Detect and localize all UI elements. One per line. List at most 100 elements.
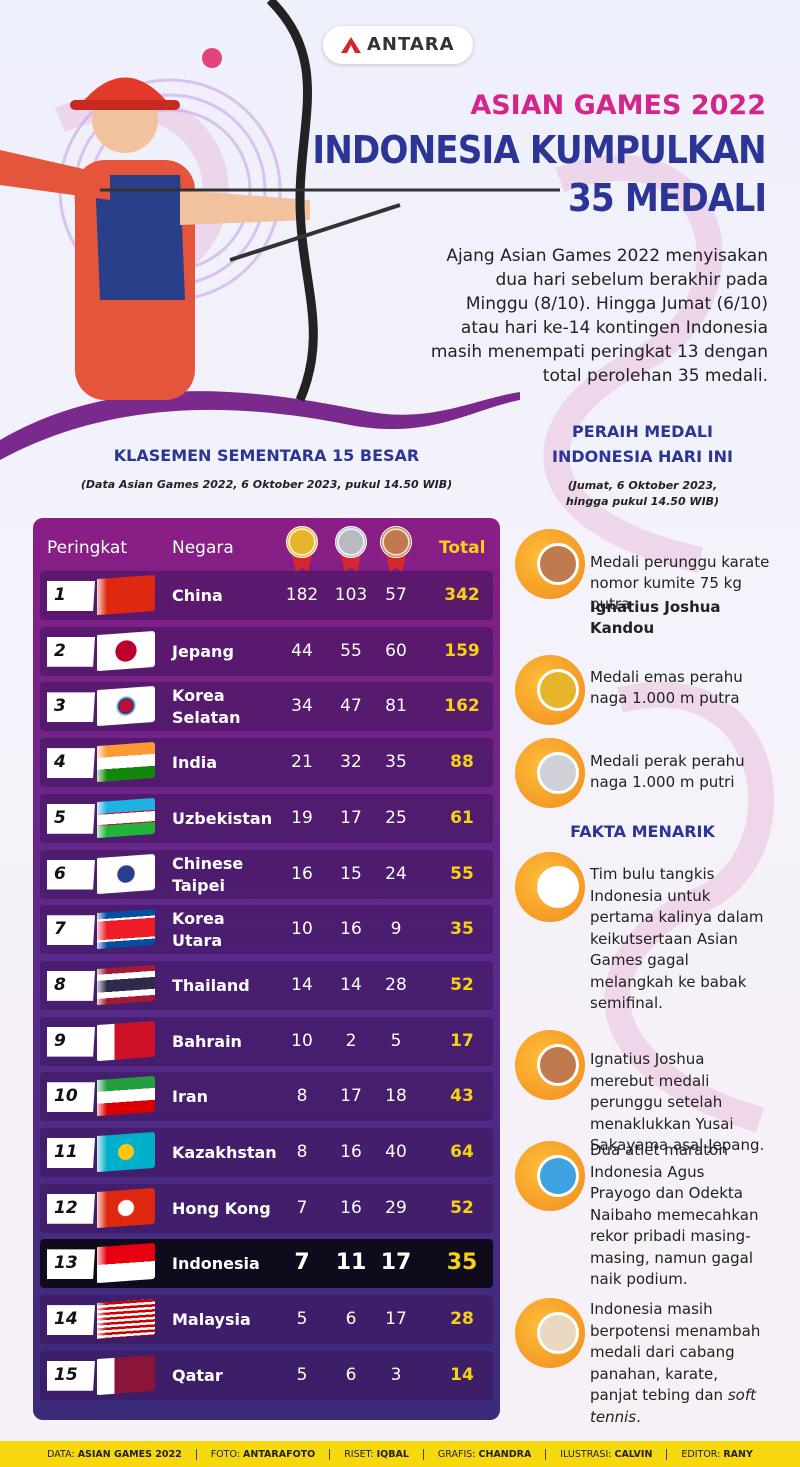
flag [97, 630, 155, 671]
country: Qatar [172, 1365, 223, 1385]
credit: GRAFIS: CHANDRA [422, 1448, 545, 1460]
table-panel: Peringkat Negara Total 1 China 182 103 57 342 2 Je… [33, 518, 500, 1420]
medal-count: 32 [340, 752, 362, 773]
medal-item: Medali emas perahu naga 1.000 m putra [590, 668, 743, 707]
country: Hong Kong [172, 1198, 271, 1218]
icon-accent [537, 1155, 579, 1197]
logo-text: ANTARA [367, 34, 455, 55]
flag-edge [97, 1246, 107, 1284]
rank: 4 [54, 752, 66, 773]
headline: 35 MEDALI [567, 176, 767, 220]
medal-count: 103 [334, 585, 368, 605]
flag [97, 909, 155, 950]
flag-edge [97, 856, 107, 894]
rank: 7 [54, 919, 66, 940]
country: Jepang [172, 641, 234, 661]
table-row: 7 Korea Utara 10 16 9 35 [40, 905, 493, 955]
total: 342 [444, 585, 480, 605]
rank-box [47, 859, 95, 890]
athlete: Ignatius Joshua Kandou [590, 598, 721, 637]
medal-count: 17 [380, 1250, 412, 1276]
credit-label: DATA: [47, 1448, 75, 1460]
column-header: Negara [172, 538, 234, 558]
medal-count: 17 [340, 807, 362, 828]
country: Taipei [172, 875, 225, 895]
table-row: 15 Qatar 5 6 3 14 [40, 1350, 493, 1400]
medal-count: 25 [385, 807, 407, 828]
fact: Tim bulu tangkis Indonesia untuk pertama… [590, 864, 770, 1015]
table-row: 1 China 182 103 57 342 [40, 571, 493, 620]
medal-count: 24 [385, 863, 407, 884]
credit-value: RANY [723, 1448, 753, 1460]
medal-count: 15 [340, 863, 362, 884]
flag [97, 686, 155, 727]
country: Chinese [172, 853, 244, 873]
country: Malaysia [172, 1310, 251, 1330]
medal-count: 2 [345, 1030, 357, 1051]
medal-count: 10 [291, 919, 313, 940]
credit: ILUSTRASI: CALVIN [545, 1448, 666, 1460]
footer-bar: DATA: ASIAN GAMES 2022 FOTO: ANTARAFOTO RI… [0, 1441, 800, 1467]
fact-text: Ignatius Joshua merebut medali perunggu … [590, 1050, 765, 1154]
icon-accent [537, 543, 579, 585]
rank: 6 [54, 863, 66, 884]
total: 159 [444, 640, 480, 661]
total: 55 [450, 863, 474, 884]
medal-count: 7 [296, 1197, 308, 1218]
country: Kazakhstan [172, 1143, 277, 1162]
medal-count: 21 [291, 752, 313, 773]
rank-box [47, 915, 95, 946]
medal-count: 14 [340, 974, 362, 995]
rank-box [47, 1138, 95, 1168]
table-row: 14 Malaysia 5 6 17 28 [40, 1295, 493, 1345]
rank-box [47, 581, 95, 611]
table-row: 9 Bahrain 10 2 5 17 [40, 1016, 493, 1066]
icon [515, 852, 585, 922]
rank: 2 [54, 640, 66, 661]
rank: 8 [54, 974, 66, 995]
medal-count: 6 [345, 1309, 357, 1330]
icon [515, 529, 585, 599]
flag-edge [97, 1191, 107, 1228]
medal-count: 10 [291, 1030, 313, 1051]
flag [97, 853, 155, 894]
total: 28 [450, 1309, 474, 1330]
country: Korea [172, 686, 225, 706]
rank: 15 [54, 1364, 78, 1385]
medal-icon [380, 526, 412, 558]
fact-emphasis: soft tennis [590, 1386, 756, 1426]
rank: 13 [54, 1253, 78, 1274]
rank-box [47, 1249, 95, 1280]
medal-count: 44 [291, 640, 313, 661]
logo-badge: ANTARA [323, 26, 473, 64]
flag-edge [97, 1079, 107, 1117]
table-row: 10 Iran 8 17 18 43 [40, 1072, 493, 1122]
medal-item: Medali perak perahu naga 1.000 m putri [590, 752, 745, 791]
icon-accent [537, 669, 579, 711]
table-row: 6 Chinese Taipei 16 15 24 55 [40, 849, 493, 899]
flag [97, 1299, 155, 1340]
total: 43 [450, 1086, 474, 1107]
medal-count: 17 [340, 1086, 362, 1107]
intro: Ajang Asian Games 2022 menyisakan dua ha… [430, 246, 768, 386]
country: Utara [172, 931, 223, 951]
medal-count: 7 [294, 1250, 310, 1276]
rank: 10 [54, 1086, 78, 1107]
rank-box [47, 1360, 95, 1391]
rank: 14 [54, 1309, 78, 1330]
medal-count: 8 [296, 1086, 308, 1107]
medal-count: 16 [291, 863, 313, 884]
credit-label: ILUSTRASI: [560, 1448, 612, 1460]
total: 14 [450, 1364, 474, 1385]
total: 64 [450, 1142, 474, 1162]
flag [97, 1187, 155, 1228]
flag [97, 1131, 155, 1173]
country: India [172, 753, 218, 773]
rank-box [47, 803, 95, 834]
rank: 12 [54, 1197, 78, 1218]
rank-box [47, 970, 95, 1001]
sidebar-note: hingga pukul 14.50 WIB) [565, 495, 720, 508]
table-title: KLASEMEN SEMENTARA 15 BESAR [113, 446, 420, 465]
medal-count: 5 [390, 1030, 402, 1051]
